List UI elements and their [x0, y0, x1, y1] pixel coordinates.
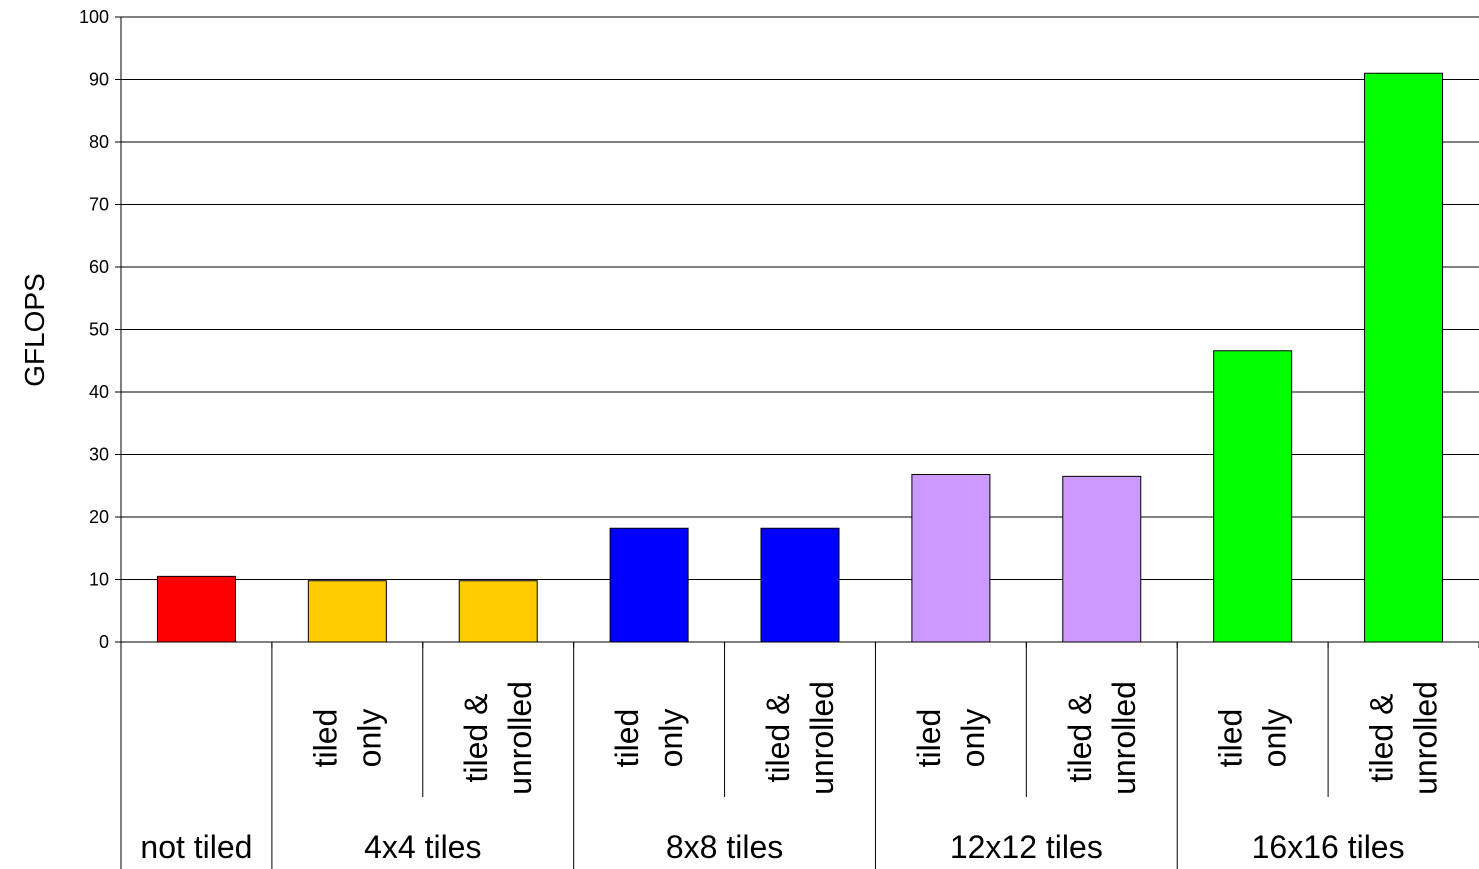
group-label: 16x16 tiles	[1252, 829, 1405, 865]
y-tick-label: 30	[89, 445, 109, 465]
y-tick-label: 50	[89, 320, 109, 340]
subcategory-label: only	[955, 709, 991, 768]
bar	[1213, 350, 1293, 643]
gridlines	[121, 16, 1479, 643]
y-tick-label: 10	[89, 570, 109, 590]
group-label: 12x12 tiles	[950, 829, 1103, 865]
subcategory-label: tiled	[1213, 709, 1249, 768]
subcategory-label: unrolled	[804, 681, 840, 795]
y-tick-label: 60	[89, 257, 109, 277]
y-tick-label: 100	[79, 7, 109, 27]
y-axis-title: GFLOPS	[19, 273, 50, 387]
subcategory-label: tiled &	[1062, 694, 1098, 783]
y-tick-label: 70	[89, 195, 109, 215]
subcategory-label: only	[351, 709, 387, 768]
x-axis: tiled only tiled & unrolled tiled only tiled &…	[120, 641, 1479, 869]
bars	[156, 72, 1444, 643]
bar	[156, 575, 236, 643]
subcategory-label: tiled &	[760, 694, 796, 783]
subcategory-label: tiled	[911, 709, 947, 768]
subcategory-label: unrolled	[1408, 681, 1444, 795]
bar	[911, 474, 991, 643]
y-tick-label: 20	[89, 507, 109, 527]
subcategory-label: only	[1257, 709, 1293, 768]
y-tick-label: 90	[89, 70, 109, 90]
group-label: 4x4 tiles	[364, 829, 481, 865]
subcategory-label: tiled	[307, 709, 343, 768]
y-tick-label: 40	[89, 382, 109, 402]
subcategory-label: tiled &	[458, 694, 494, 783]
group-label: not tiled	[140, 829, 252, 865]
subcategory-label: unrolled	[502, 681, 538, 795]
bar	[1062, 475, 1142, 643]
subcategory-label: unrolled	[1106, 681, 1142, 795]
subcategory-label: tiled	[609, 709, 645, 768]
bar	[458, 580, 538, 643]
group-label: 8x8 tiles	[666, 829, 783, 865]
bar	[760, 527, 840, 643]
bar	[307, 580, 387, 643]
y-tick-label: 80	[89, 132, 109, 152]
subcategory-label: tiled &	[1364, 694, 1400, 783]
bar	[609, 527, 689, 643]
subcategory-label: only	[653, 709, 689, 768]
bar	[1364, 72, 1444, 643]
y-tick-label: 0	[99, 632, 109, 652]
y-axis: 0 10 20 30 40 50 60 70 80 90 100	[79, 7, 122, 652]
